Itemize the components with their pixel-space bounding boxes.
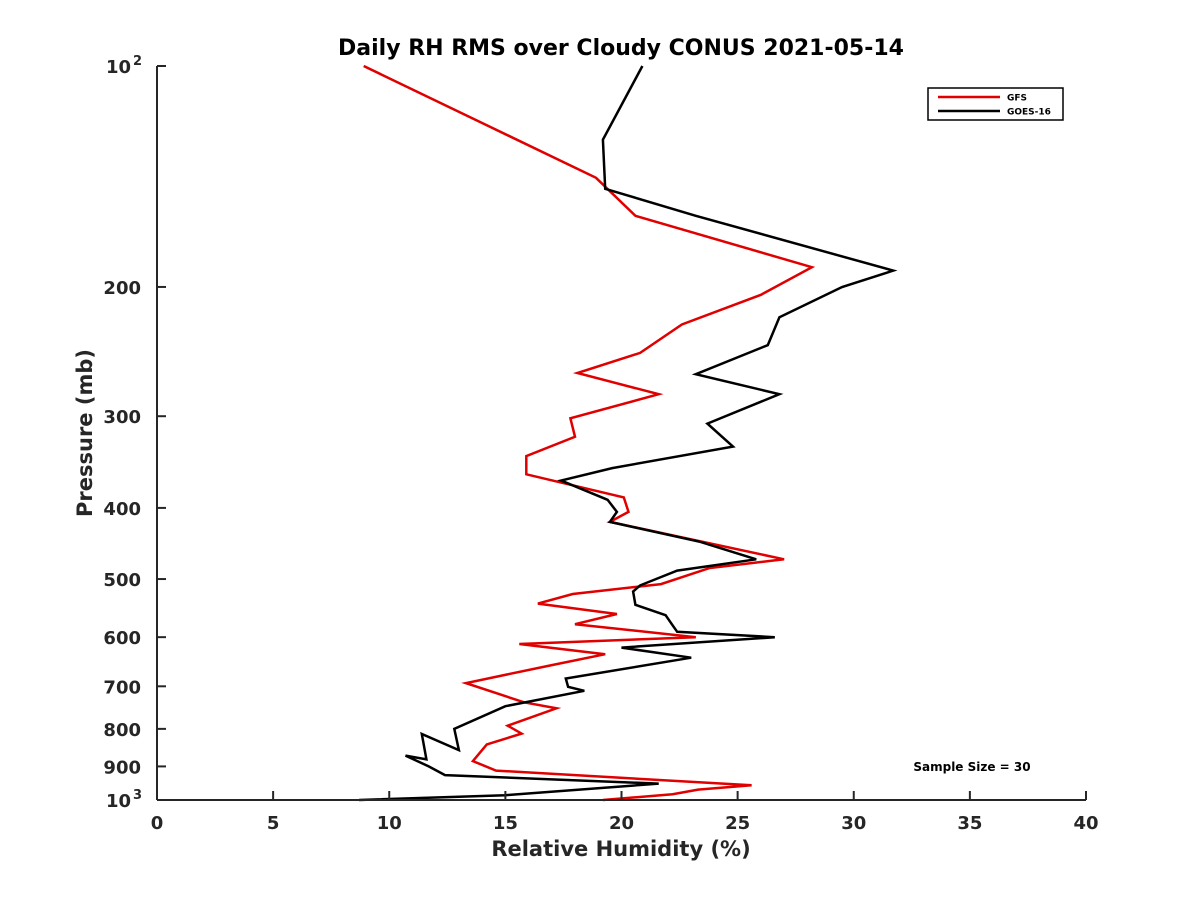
series-line-goes16 [359, 65, 898, 802]
y-tick-label: 400 [103, 499, 141, 520]
y-tick-label: 700 [103, 677, 141, 698]
y-tick-exponent: 2 [133, 54, 142, 69]
y-tick-label: 500 [103, 570, 141, 591]
x-tick-label: 0 [151, 813, 164, 834]
y-tick-label: 900 [103, 757, 141, 778]
y-tick-label: 200 [103, 278, 141, 299]
legend-box [927, 87, 1064, 121]
legend: GFS GOES-16 [927, 87, 1064, 121]
legend-label-goes16: GOES-16 [1007, 108, 1051, 118]
x-tick-label: 20 [609, 813, 634, 834]
y-tick-label: 300 [103, 407, 141, 428]
y-tick-label: 10 [106, 791, 131, 812]
x-tick-label: 5 [267, 813, 280, 834]
series-layer [359, 64, 898, 802]
y-tick-exponent: 3 [133, 788, 142, 803]
series-line-gfs [363, 64, 816, 802]
x-tick-label: 30 [841, 813, 866, 834]
x-tick-label: 25 [725, 813, 750, 834]
x-tick-label: 15 [493, 813, 518, 834]
x-ticks: 0 5 10 15 20 25 30 35 40 [151, 791, 1099, 834]
y-tick-label: 10 [106, 57, 131, 78]
legend-label-gfs: GFS [1007, 94, 1027, 104]
y-axis-label: Pressure (mb) [73, 349, 97, 517]
x-axis-label: Relative Humidity (%) [491, 837, 750, 861]
y-tick-label: 600 [103, 628, 141, 649]
x-tick-label: 35 [957, 813, 982, 834]
y-tick-label: 800 [103, 720, 141, 741]
x-tick-label: 40 [1073, 813, 1098, 834]
plot-area: 0 5 10 15 20 25 30 35 40 10 220030040050060070080… [103, 54, 1098, 834]
sample-size-annotation: Sample Size = 30 [913, 760, 1030, 774]
x-tick-label: 10 [377, 813, 402, 834]
chart-title: Daily RH RMS over Cloudy CONUS 2021-05-1… [338, 36, 904, 61]
